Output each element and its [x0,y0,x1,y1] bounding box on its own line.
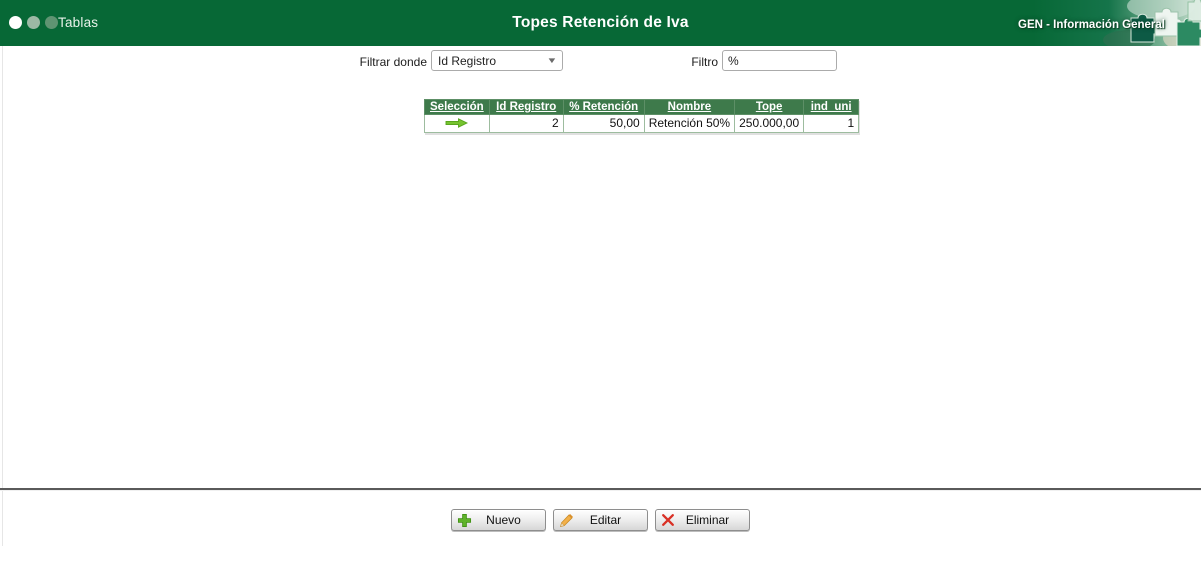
content-left-edge [2,46,3,546]
column-header-seleccion[interactable]: Selección [424,99,490,115]
dot-icon [45,16,58,29]
footer-divider [0,488,1201,491]
delete-button-label: Eliminar [685,513,730,527]
cell-tope: 250.000,00 [734,114,805,133]
column-header-retencion[interactable]: % Retención [562,99,645,115]
select-row-arrow-icon[interactable] [445,117,469,131]
filter-input[interactable] [722,50,837,71]
filter-text-label: Filtro [691,55,718,69]
pencil-icon [559,513,574,528]
column-header-id-registro[interactable]: Id Registro [488,99,564,115]
cell-retencion: 50,00 [562,114,645,133]
cell-ind-uni: 1 [803,114,860,133]
edit-button[interactable]: Editar [553,509,648,531]
column-header-tope[interactable]: Tope [734,99,805,115]
puzzle-corner-image [1033,0,1201,52]
cell-nombre: Retención 50% [643,114,736,133]
filter-where-selected-value: Id Registro [438,53,497,68]
new-button-label: Nuevo [486,513,521,527]
action-buttons: Nuevo Editar Eliminar [0,509,1201,531]
dot-icon [9,16,22,29]
chevron-down-icon: ▼ [546,56,558,65]
plus-icon [457,513,472,528]
app-label: Tablas [58,15,99,30]
delete-button[interactable]: Eliminar [655,509,750,531]
dot-icon [27,16,40,29]
filter-where-select[interactable]: Id Registro ▼ [431,50,563,71]
topes-table: Selección Id Registro % Retención Nombre… [424,99,860,133]
filter-where-label: Filtrar donde [359,55,427,69]
window-dots [9,16,58,29]
cell-id-registro: 2 [488,114,564,133]
new-button[interactable]: Nuevo [451,509,546,531]
row-select-cell[interactable] [424,114,490,133]
table-header-row: Selección Id Registro % Retención Nombre… [424,99,860,115]
module-label: GEN - Información General [1018,19,1165,31]
column-header-nombre[interactable]: Nombre [643,99,736,115]
header-bar: Tablas GEN - Información General Topes R… [0,0,1201,52]
edit-button-label: Editar [589,513,622,527]
column-header-ind-uni[interactable]: ind_uni [803,99,860,115]
x-icon [661,513,676,528]
table-row: 2 50,00 Retención 50% 250.000,00 1 [424,114,860,133]
